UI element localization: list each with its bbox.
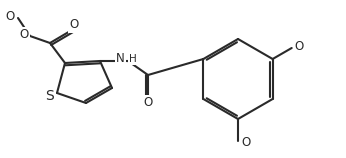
Text: O: O — [20, 28, 29, 42]
Text: S: S — [45, 89, 54, 103]
Text: H: H — [129, 54, 137, 64]
Text: O: O — [241, 137, 250, 149]
Text: O: O — [295, 40, 304, 52]
Text: O: O — [6, 9, 15, 22]
Text: O: O — [143, 97, 153, 109]
Text: O: O — [70, 18, 79, 31]
Text: N: N — [116, 52, 125, 66]
